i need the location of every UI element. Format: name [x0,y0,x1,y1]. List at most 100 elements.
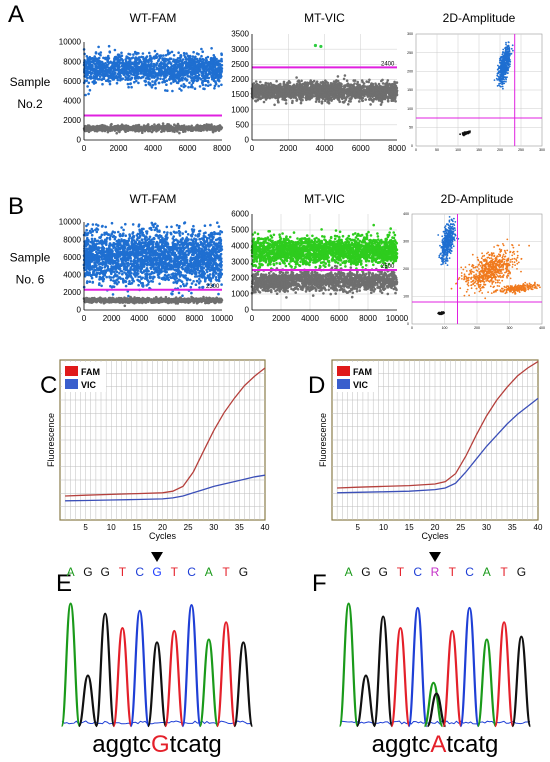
data-point [122,73,126,76]
data-point [121,69,125,73]
data-point [111,74,114,77]
data-point [154,86,157,90]
data-point [154,72,157,76]
data-point [167,66,170,70]
y-tick-label: 3000 [231,45,249,54]
data-point [200,54,203,58]
x-tick-label: 2000 [110,144,128,153]
data-point [205,66,208,70]
data-point [165,79,169,82]
data-point [107,68,111,72]
data-point [313,85,316,88]
data-point [384,82,387,86]
data-point [127,66,130,70]
data-point [136,58,139,61]
data-point [101,82,104,86]
data-point [374,89,378,92]
data-point [381,82,385,85]
data-point [139,72,143,75]
data-point [161,70,165,74]
data-point [104,57,107,61]
data-point [212,76,216,79]
data-point [168,51,172,55]
data-point [144,67,148,70]
data-point [309,79,313,82]
data-point [369,86,372,89]
data-point [332,90,336,94]
data-point [220,53,223,57]
data-point [216,68,220,72]
data-point [145,60,149,63]
data-point [275,79,278,83]
data-point [380,101,384,104]
data-point [391,88,395,91]
data-point [213,58,216,62]
data-point [318,89,322,92]
row-label: No.2 [17,97,43,111]
data-point [88,88,92,92]
data-point [202,127,206,130]
data-point [148,51,151,55]
data-point [314,100,318,103]
data-point [375,91,379,95]
data-point [204,83,208,87]
data-point [379,91,383,94]
data-point [312,79,316,83]
data-point [315,95,319,99]
data-point [370,82,373,85]
data-point [321,91,325,94]
data-point [160,127,163,130]
data-point [388,82,391,86]
data-point [113,72,117,75]
data-point [323,93,327,97]
data-point [217,84,220,88]
data-point [137,81,140,85]
data-point [273,103,276,107]
data-point [334,84,338,88]
data-point [195,68,199,71]
data-point [146,127,150,130]
data-point [291,92,295,95]
data-point [159,54,162,57]
data-point [328,84,332,87]
data-point [304,86,308,90]
data-point [158,72,161,75]
data-point [335,88,339,91]
data-point [132,53,135,56]
data-point [182,69,185,73]
data-point [166,71,169,75]
data-point [162,65,165,69]
data-point [89,64,93,68]
data-point [129,62,133,66]
data-point [133,62,136,65]
data-point [307,93,311,97]
data-point [211,67,214,71]
data-point [190,76,193,79]
data-point [180,60,184,63]
data-point [153,49,157,53]
data-point [141,75,144,79]
data-point [261,86,265,89]
data-point [142,69,145,73]
data-point [177,51,180,54]
data-point [190,58,194,61]
data-point [188,81,191,85]
data-point [138,68,142,71]
data-point [264,82,268,85]
data-point [352,83,355,87]
data-point [355,85,359,89]
data-point [194,126,198,130]
y-tick-label: 0 [245,136,250,145]
data-point [162,77,166,80]
data-point [131,56,135,59]
data-point [385,91,388,94]
data-point [304,96,307,99]
data-point [152,67,155,70]
data-point [298,93,301,96]
data-point [161,122,165,125]
data-point [196,78,200,82]
data-point [205,59,208,62]
data-point [342,88,345,91]
data-point [212,54,216,57]
